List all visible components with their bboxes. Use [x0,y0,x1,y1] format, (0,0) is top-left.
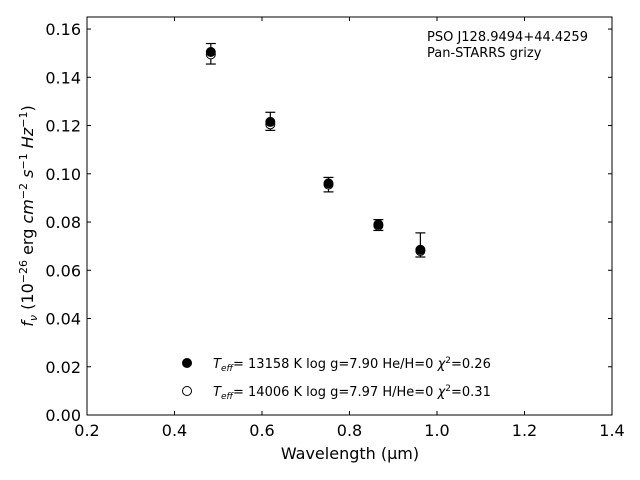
x-tick-label: 0.4 [162,421,187,440]
y-tick-label: 0.16 [45,20,81,39]
axis-ticks: 0.2 0.4 0.6 0.8 1.0 1.2 1.4 0.00 0.02 0.04 0.06 0.0… [45,17,625,440]
legend-marker-filled [182,358,192,368]
plot-frame [86,16,613,416]
y-axis-label: fν (10−26 erg cm−2 s−1 Hz−1) [17,105,40,326]
x-tick-label: 0.2 [74,421,99,440]
y-tick-label: 0.04 [45,310,81,329]
legend-marker-open [182,386,192,396]
x-tick-label: 1.0 [424,421,449,440]
y-tick-label: 0.10 [45,165,81,184]
y-tick-label: 0.14 [45,68,81,87]
y-tick-label: 0.02 [45,358,81,377]
x-tick-label: 0.6 [249,421,274,440]
y-tick-label: 0.00 [45,406,81,425]
legend-entry-2: Teff= 14006 K log g=7.97 H/He=0 χ2=0.31 [213,384,491,402]
model-point-filled [373,219,384,230]
annotation-survey: Pan-STARRS grizy [427,46,542,61]
model-point-filled [265,116,276,127]
x-tick-label: 1.2 [512,421,537,440]
y-tick-label: 0.12 [45,117,81,136]
annotation-object-name: PSO J128.9494+44.4259 [427,30,588,45]
legend-entry-1: Teff= 13158 K log g=7.90 He/H=0 χ2=0.26 [213,356,491,374]
model-point-filled [323,178,334,189]
y-tick-label: 0.06 [45,261,81,280]
y-tick-label: 0.08 [45,213,81,232]
x-tick-label: 0.8 [337,421,362,440]
model-point-filled [415,244,426,255]
annotation-block: PSO J128.9494+44.4259 Pan-STARRS grizy [427,30,588,61]
x-axis-label: Wavelength (μm) [281,444,419,463]
legend: Teff= 13158 K log g=7.90 He/H=0 χ2=0.26 … [182,356,491,402]
data-points [205,42,426,258]
model-point-filled [205,46,216,57]
x-tick-label: 1.4 [599,421,624,440]
